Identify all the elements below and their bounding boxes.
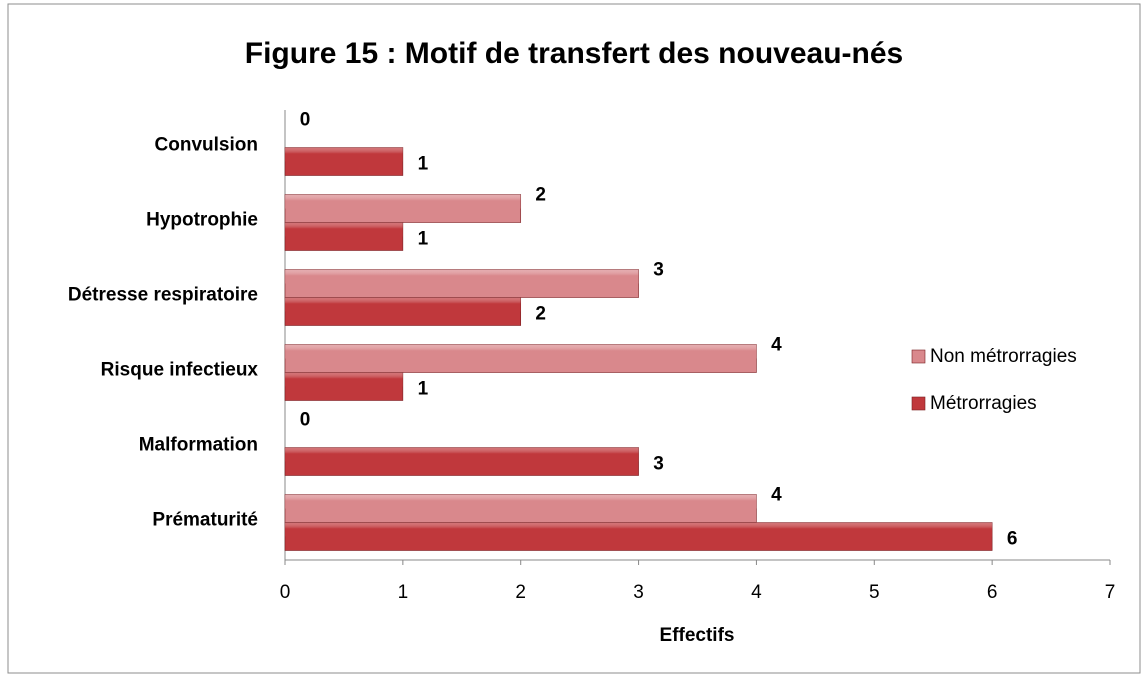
legend-swatch [911,349,926,364]
data-label: 1 [418,229,429,250]
data-label: 4 [771,485,782,506]
legend-swatch [911,396,926,411]
data-label: 4 [771,335,782,356]
data-label: 3 [653,260,664,281]
bar-highlight [285,447,639,462]
data-label: 1 [418,154,429,175]
x-tick-label: 7 [1105,582,1116,603]
bar-highlight [285,297,521,312]
data-label: 2 [535,304,546,325]
bar-highlight [285,344,757,359]
y-tick-label: Malformation [139,435,258,456]
y-tick-label: Prématurité [152,510,258,531]
y-tick-label: Risque infectieux [101,360,259,381]
y-tick-label: Hypotrophie [146,210,258,231]
data-label: 0 [300,410,311,431]
x-tick-label: 5 [869,582,880,603]
chart-border [7,3,1141,674]
bar-highlight [285,372,403,387]
legend-label: Métrorragies [930,393,1037,414]
data-label: 3 [653,454,664,475]
bar-highlight [285,522,993,537]
bar-highlight [285,222,403,237]
y-tick-label: Convulsion [155,135,258,156]
data-label: 1 [418,379,429,400]
x-tick-label: 0 [280,582,291,603]
bar-highlight [285,269,639,284]
legend-label: Non métrorragies [930,346,1077,367]
data-label: 6 [1007,529,1018,550]
data-label: 2 [535,185,546,206]
x-axis-label: Effectifs [660,625,735,646]
x-tick-label: 1 [398,582,409,603]
x-tick-label: 2 [515,582,526,603]
data-label: 0 [300,110,311,131]
y-tick-label: Détresse respiratoire [68,285,258,306]
x-tick-label: 6 [987,582,998,603]
bar-highlight [285,147,403,162]
bar-highlight [285,494,757,509]
x-tick-label: 3 [633,582,644,603]
chart-title: Figure 15 : Motif de transfert des nouve… [245,37,903,70]
x-tick-label: 4 [751,582,762,603]
bar-highlight [285,194,521,209]
